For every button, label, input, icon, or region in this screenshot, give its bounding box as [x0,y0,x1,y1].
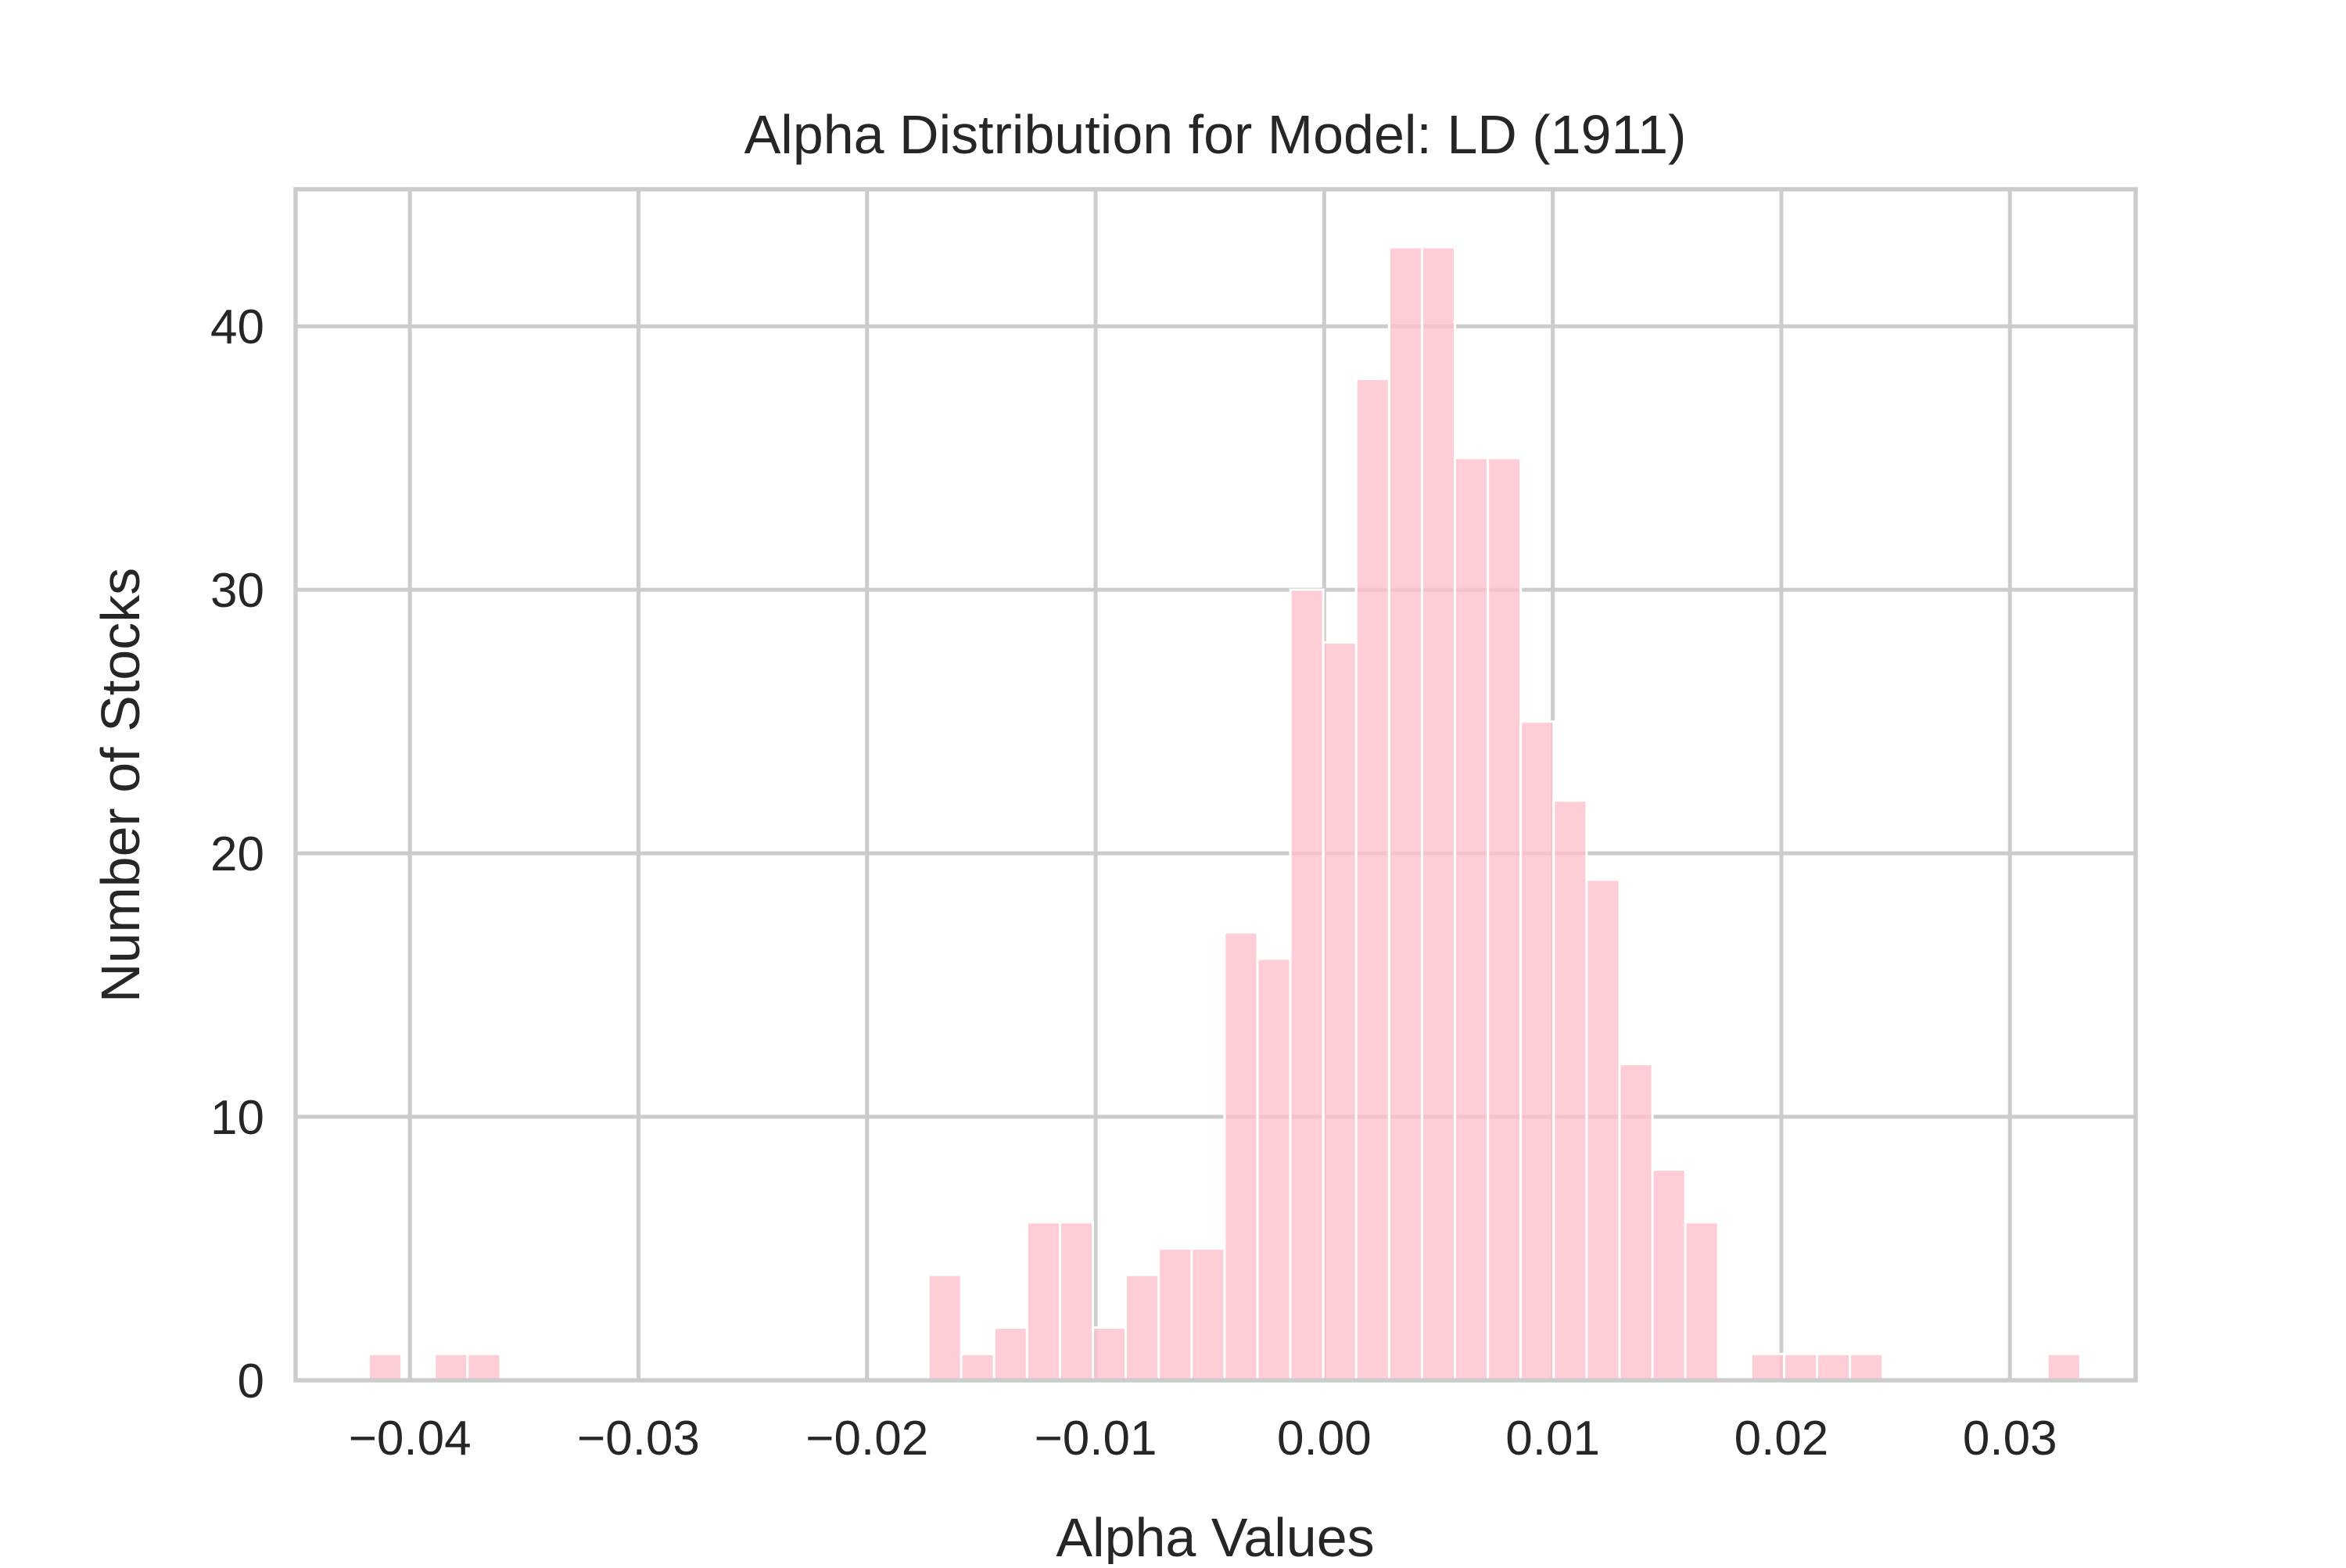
histogram-bar [1684,1221,1720,1382]
histogram-bar [368,1352,404,1382]
histogram-bar [1552,799,1588,1382]
x-tick-label: −0.02 [805,1412,928,1466]
histogram-bar [960,1352,995,1382]
grid-layer [296,189,2136,1383]
x-tick-label: 0.01 [1505,1412,1600,1466]
y-tick-label: 10 [210,1091,264,1145]
histogram-bar [1749,1352,1785,1382]
x-tick-label: −0.04 [349,1412,472,1466]
histogram-bar [1618,1063,1654,1382]
histogram-bar [1849,1352,1885,1382]
histogram-bar [1223,931,1259,1382]
histogram-bar [992,1326,1028,1382]
histogram-bar [927,1273,963,1382]
y-tick-label: 40 [210,300,264,354]
histogram-bar [1190,1247,1226,1382]
histogram-bar [1058,1221,1095,1382]
chart-title: Alpha Distribution for Model: LD (1911) [744,104,1687,165]
x-tick-label: −0.01 [1035,1412,1157,1466]
y-axis-label: Number of Stocks [90,568,151,1003]
histogram-bar [1256,957,1292,1382]
histogram-bar [433,1352,469,1382]
histogram-bar [1354,378,1390,1382]
y-tick-label: 30 [210,564,264,618]
histogram-bar [1387,246,1423,1382]
histogram-bar [1585,878,1621,1382]
histogram-bar [1025,1221,1061,1382]
x-tick-label: 0.02 [1734,1412,1829,1466]
histogram-bar [1519,720,1555,1382]
x-axis-label: Alpha Values [1056,1507,1374,1564]
histogram-bar [1454,457,1490,1382]
histogram-bar [1092,1326,1128,1382]
x-tick-label: 0.00 [1277,1412,1372,1466]
histogram-bar [1322,641,1358,1382]
histogram-bar [466,1352,502,1382]
x-tick-labels: −0.04 −0.03 −0.02 −0.01 0.00 0.01 0.02 0.03 [349,1412,2057,1466]
histogram-bar [1782,1352,1819,1382]
x-tick-label: 0.03 [1963,1412,2057,1466]
histogram-bar [1289,588,1325,1382]
histogram-bar [1651,1168,1687,1382]
y-tick-label: 20 [210,827,264,881]
plot-frame [293,187,2138,1383]
bars-layer [368,246,2082,1382]
histogram-bar [2046,1352,2082,1382]
y-tick-labels: 0 10 20 30 40 [210,300,264,1408]
y-tick-label: 0 [238,1355,264,1408]
histogram-bar [1157,1247,1193,1382]
histogram-bar [1487,457,1523,1382]
x-tick-label: −0.03 [577,1412,700,1466]
histogram-bar [1420,246,1457,1382]
histogram-bar [1125,1273,1160,1382]
histogram-bar [1816,1352,1852,1382]
